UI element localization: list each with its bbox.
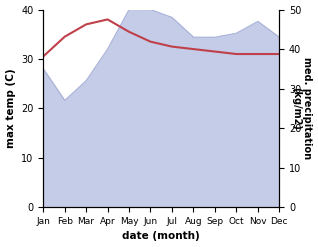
X-axis label: date (month): date (month) [122,231,200,242]
Y-axis label: max temp (C): max temp (C) [5,69,16,148]
Y-axis label: med. precipitation
(kg/m2): med. precipitation (kg/m2) [291,57,313,159]
